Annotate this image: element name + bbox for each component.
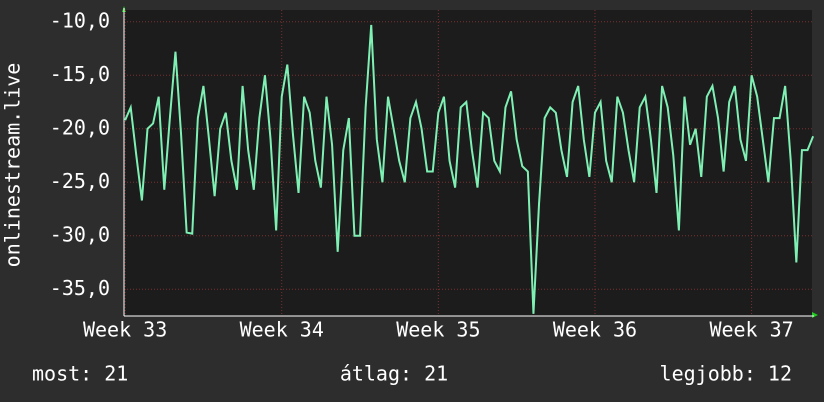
stat-text: átlag: 21 [340, 362, 448, 386]
x-tick-label: Week 35 [396, 318, 480, 342]
y-tick-label: -30,0 [50, 222, 110, 246]
stat-text: most: 21 [32, 362, 128, 386]
y-tick-label: -35,0 [50, 276, 110, 300]
x-tick-label: Week 37 [709, 318, 793, 342]
axis-arrow [812, 312, 818, 318]
y-tick-label: -10,0 [50, 8, 110, 32]
x-tick-label: Week 33 [83, 318, 167, 342]
data-line [124, 24, 815, 314]
x-tick-label: Week 36 [553, 318, 637, 342]
plot-area [124, 10, 812, 316]
y-tick-label: -25,0 [50, 169, 110, 193]
y-tick-label: -20,0 [50, 115, 110, 139]
stat-text: legjobb: 12 [660, 362, 792, 386]
y-axis-label: onlinestream.live [1, 63, 25, 268]
y-tick-label: -15,0 [50, 62, 110, 86]
x-tick-label: Week 34 [240, 318, 324, 342]
